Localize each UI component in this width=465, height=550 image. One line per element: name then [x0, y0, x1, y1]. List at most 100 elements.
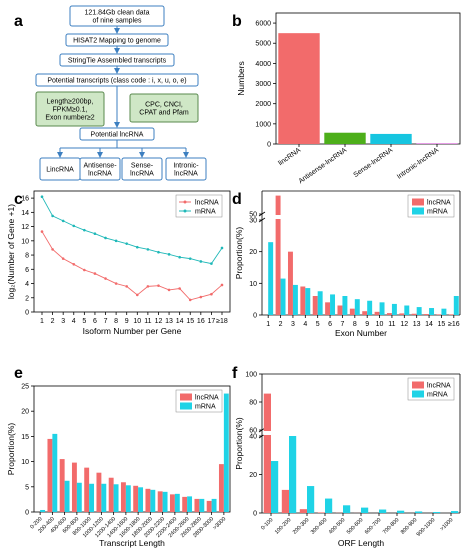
y-tick-label: 40 [249, 434, 257, 441]
y-tick-label: 0 [25, 510, 29, 517]
x-tick-label: 17 [208, 318, 216, 325]
bar-mrna [441, 308, 447, 315]
x-axis-label: ORF Length [338, 538, 385, 548]
x-tick-label: 7 [340, 321, 344, 328]
bar-lncrna [374, 311, 380, 315]
flow-step-mapping: HISAT2 Mapping to genome [65, 33, 169, 47]
panel-d-chart-label: d [232, 191, 242, 208]
x-tick-label: 7 [104, 318, 108, 325]
x-tick-label: 13 [413, 321, 421, 328]
flow-filter-length: Length≥200bp, FPKM≥0.1, Exon number≥2 [35, 91, 105, 127]
legend-label: mRNA [195, 404, 216, 411]
y-tick-label: 16 [21, 196, 29, 203]
x-tick-label: 300-400 [310, 517, 329, 536]
x-tick-label: 15 [186, 318, 194, 325]
bar-mrna [451, 511, 459, 513]
x-tick-label: 5 [82, 318, 86, 325]
y-tick-label: 10 [249, 281, 257, 288]
x-tick-label: 900-1000 [416, 517, 437, 538]
bar-lncrna [386, 313, 392, 315]
x-tick-label: 4 [72, 318, 76, 325]
bar-mrna [76, 482, 82, 512]
y-tick-label: 25 [21, 384, 29, 391]
bar-mrna [343, 505, 351, 513]
x-tick-label: 14 [425, 321, 433, 328]
bar-lncrna [411, 313, 417, 315]
plot-frame [33, 385, 231, 513]
bar-lncrna [157, 491, 163, 512]
x-tick-label: 500-600 [346, 517, 365, 536]
legend-label: mRNA [427, 209, 448, 216]
panel-e-chart: e0510152025Proportion(%)0-200200-400400-… [6, 365, 231, 548]
flow-step-assembly-text: StringTie Assembled transcripts [68, 58, 167, 65]
bar-mrna [354, 299, 360, 315]
data-point-lncrna [114, 282, 118, 285]
bar-lncrna [120, 482, 126, 512]
y-tick-label: 12 [21, 224, 29, 231]
data-point-mrna [210, 262, 213, 265]
bar-lncrna [399, 313, 405, 315]
bar-mrna [404, 305, 410, 315]
y-axis-label: Proportion(%) [234, 227, 244, 280]
bar-mrna [379, 509, 387, 513]
x-tick-label: >1000 [439, 517, 454, 532]
flow-category-1-text: Antisense-lncRNA [83, 163, 117, 178]
x-tick-label: 0-100 [260, 517, 274, 531]
data-point-lncrna [199, 295, 203, 299]
data-point-mrna [104, 236, 107, 240]
data-point-lncrna [93, 272, 97, 275]
plot-frame [275, 12, 461, 145]
flow-filter-length-rect [35, 91, 105, 127]
x-tick-label: 10 [376, 321, 384, 328]
y-tick-label: 0 [253, 511, 257, 518]
legend: lncRNA mRNA [175, 389, 223, 413]
legend-label: lncRNA [427, 383, 451, 390]
x-tick-label: 11 [388, 321, 395, 328]
y-tick-label: 0 [25, 310, 29, 317]
data-point-mrna [146, 248, 150, 251]
bar-mrna [125, 485, 131, 512]
x-tick-label: 100-200 [274, 517, 293, 536]
y-tick-label: 4 [25, 281, 29, 288]
data-point-lncrna [72, 263, 76, 266]
y-axis-label: Proportion(%) [6, 423, 16, 476]
x-tick-label: 13 [165, 318, 173, 325]
bar-mrna [453, 296, 459, 315]
bar-mrna [280, 278, 286, 315]
y-tick-label: 8 [25, 253, 29, 260]
data-point-mrna [93, 232, 97, 236]
flow-step-potential-lncrna: Potential lncRNA [79, 127, 155, 141]
y-tick-label: 100 [245, 372, 257, 379]
flow-category-3-text: Intronic-lncRNA [173, 163, 199, 178]
x-tick-label: Sense-lncRNA [353, 147, 395, 179]
bar-mrna [433, 512, 441, 513]
y-tick-label: 10 [21, 459, 29, 466]
bar-lncrna [218, 464, 224, 512]
bar-mrna [391, 303, 397, 315]
data-point-mrna [51, 214, 54, 218]
y-tick-label: 20 [249, 249, 257, 256]
bar-lncrna [84, 467, 90, 512]
bar-lncrna [182, 496, 188, 512]
bar-mrna [174, 493, 180, 512]
bar-lncrna [96, 472, 102, 512]
y-tick-label: 80 [249, 400, 257, 407]
bar-lncrna [287, 251, 293, 315]
bar-lncrna [47, 438, 53, 512]
flow-step-clean-data: 121.84Gb clean data of nine samples [69, 5, 165, 27]
bar-mrna [223, 393, 229, 512]
y-tick-label: 6000 [255, 21, 271, 28]
bar-mrna [40, 509, 46, 512]
bar-lncrna [194, 498, 200, 512]
bar-lncrna [312, 296, 318, 315]
bar-lncrna [300, 286, 306, 315]
data-point-lncrna [83, 268, 86, 272]
bar-mrna [113, 484, 119, 512]
bar-mrna [325, 498, 333, 513]
flow-step-potential-lncrna-text: Potential lncRNA [91, 132, 144, 139]
bar-break-gap [275, 215, 282, 219]
x-tick-label: 8 [114, 318, 118, 325]
flow-category-3-rect [165, 157, 207, 181]
